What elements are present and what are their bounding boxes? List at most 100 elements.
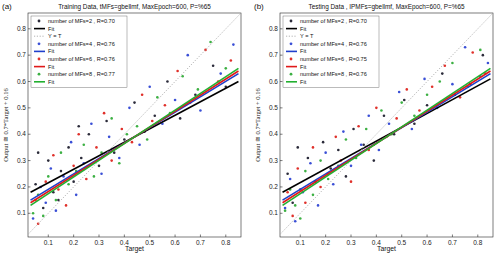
point [72, 165, 75, 168]
point [98, 165, 101, 168]
point [34, 183, 37, 186]
legend-label: Fit [48, 26, 55, 32]
point [418, 109, 421, 112]
point [337, 149, 340, 152]
legend-symbol [34, 51, 45, 53]
legend: number of MFs=2 , R=0.70FitY = Tnumber o… [31, 16, 127, 87]
point [209, 41, 212, 44]
x-tick-label: 0.5 [397, 239, 406, 246]
x-axis-label: Target [377, 245, 396, 253]
point [388, 122, 391, 125]
y-tick-label: 0.7 [269, 51, 278, 58]
point [332, 183, 335, 186]
point [294, 220, 297, 223]
x-tick [225, 235, 226, 238]
legend-symbol [34, 81, 45, 83]
x-tick-label: 0.8 [221, 239, 230, 246]
x-tick [200, 235, 201, 238]
y-tick [280, 81, 283, 82]
point [350, 165, 353, 168]
x-tick [452, 235, 453, 238]
point [110, 159, 113, 162]
point [380, 109, 383, 112]
point [398, 91, 401, 94]
x-tick [73, 235, 74, 238]
y-tick [28, 107, 31, 108]
x-tick [427, 235, 428, 238]
point [312, 146, 315, 149]
point [108, 136, 111, 139]
y-tick [28, 28, 31, 29]
y-tick [280, 28, 283, 29]
point [296, 167, 299, 170]
y-tick [280, 107, 283, 108]
point [121, 128, 124, 131]
legend-symbol [286, 28, 297, 30]
x-tick [149, 235, 150, 238]
y-tick-label: 0.1 [269, 209, 278, 216]
legend-symbol [290, 42, 293, 45]
point [383, 114, 386, 117]
point [131, 141, 134, 144]
point [164, 104, 167, 107]
point [365, 128, 368, 131]
y-tick-label: 0.5 [17, 104, 26, 111]
point [291, 201, 294, 204]
legend-symbol [290, 20, 293, 23]
legend-label: Fit [300, 79, 307, 85]
marks [28, 13, 241, 234]
point [317, 204, 320, 207]
point [413, 122, 416, 125]
point [451, 62, 454, 65]
point [80, 157, 83, 160]
x-tick-label: 0.6 [423, 239, 432, 246]
x-tick-label: 0.5 [145, 239, 154, 246]
fit-line [283, 68, 491, 205]
legend-label: Fit [300, 64, 307, 70]
point [441, 72, 444, 75]
point [319, 186, 322, 189]
x-tick [401, 235, 402, 238]
point [289, 178, 292, 181]
point [395, 117, 398, 120]
legend-symbol [34, 36, 45, 37]
point [373, 159, 376, 162]
point [123, 138, 126, 141]
fit-line [280, 13, 493, 234]
x-tick-label: 0.1 [296, 239, 305, 246]
legend-label: number of MFs=6 , R=0.76 [48, 56, 115, 62]
point [294, 204, 297, 207]
y-tick [28, 134, 31, 135]
point [93, 175, 96, 178]
point [75, 194, 78, 197]
x-tick [175, 235, 176, 238]
point [44, 201, 47, 204]
point [77, 133, 80, 136]
point [118, 162, 121, 165]
x-tick-label: 0.3 [94, 239, 103, 246]
x-tick [351, 235, 352, 238]
legend-label: number of MFs=6 , R=0.75 [300, 56, 367, 62]
point [319, 159, 322, 162]
point [85, 178, 88, 181]
point [375, 107, 378, 110]
point [324, 151, 327, 154]
legend-label: Fit [300, 48, 307, 54]
y-tick-label: 0.5 [269, 104, 278, 111]
x-tick-label: 0.2 [69, 239, 78, 246]
point [426, 93, 429, 96]
x-tick [99, 235, 100, 238]
point [67, 183, 70, 186]
point [105, 120, 108, 123]
point [284, 209, 287, 212]
legend-symbol [290, 73, 293, 76]
legend-label: Y = T [48, 33, 62, 39]
legend-label: number of MFs=4 , R=0.76 [300, 41, 367, 47]
legend-symbol [38, 73, 41, 76]
point [230, 59, 233, 62]
y-tick-label: 0.7 [17, 51, 26, 58]
point [67, 146, 70, 149]
x-tick [325, 235, 326, 238]
point [166, 80, 169, 83]
point [309, 162, 312, 165]
